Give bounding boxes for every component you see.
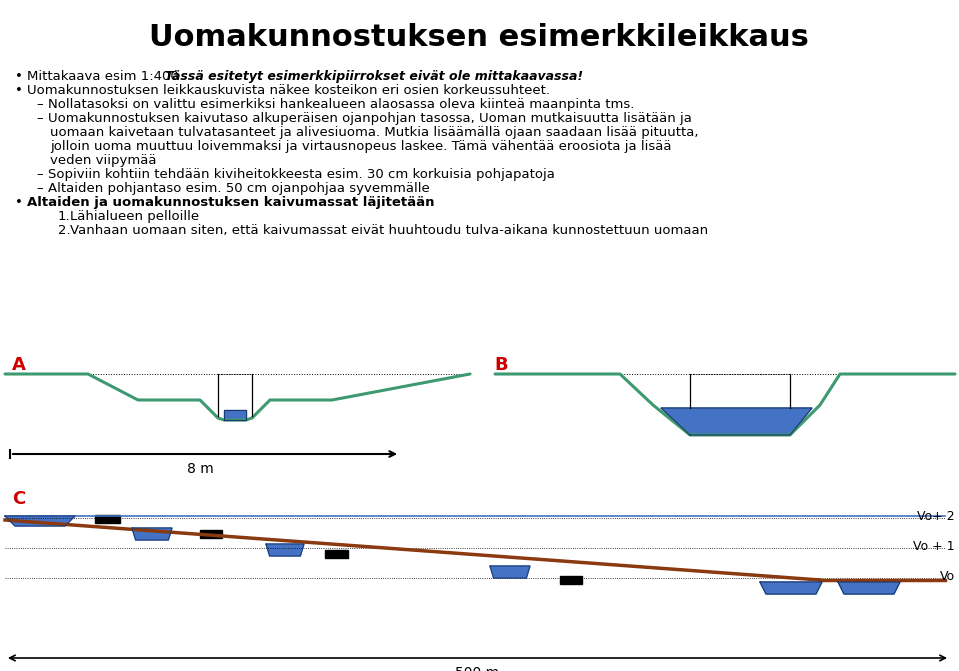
Text: Lähialueen pelloille: Lähialueen pelloille bbox=[70, 210, 199, 223]
Text: Uomakunnostuksen kaivutaso alkuperäisen ojanpohjan tasossa, Uoman mutkaisuutta l: Uomakunnostuksen kaivutaso alkuperäisen … bbox=[48, 112, 691, 125]
Text: Vanhaan uomaan siten, että kaivumassat eivät huuhtoudu tulva-aikana kunnostettuu: Vanhaan uomaan siten, että kaivumassat e… bbox=[70, 224, 708, 237]
Text: 500 m: 500 m bbox=[455, 666, 499, 671]
Text: 1.: 1. bbox=[58, 210, 71, 223]
Text: C: C bbox=[12, 490, 25, 508]
Text: Altaiden ja uomakunnostuksen kaivumassat läjitetään: Altaiden ja uomakunnostuksen kaivumassat… bbox=[27, 196, 434, 209]
Text: Altaiden pohjantaso esim. 50 cm ojanpohjaa syvemmälle: Altaiden pohjantaso esim. 50 cm ojanpohj… bbox=[48, 182, 430, 195]
Polygon shape bbox=[560, 576, 582, 584]
Text: Vo+ 2: Vo+ 2 bbox=[918, 509, 955, 523]
Polygon shape bbox=[266, 544, 304, 556]
Polygon shape bbox=[325, 550, 348, 558]
Text: veden viipymää: veden viipymää bbox=[50, 154, 156, 167]
Polygon shape bbox=[5, 516, 75, 526]
Text: –: – bbox=[36, 182, 42, 195]
Text: Vo: Vo bbox=[940, 570, 955, 582]
Polygon shape bbox=[760, 582, 822, 594]
Polygon shape bbox=[132, 528, 172, 540]
Polygon shape bbox=[661, 408, 812, 435]
Text: –: – bbox=[36, 168, 42, 181]
Text: •: • bbox=[15, 196, 23, 209]
Text: jolloin uoma muuttuu loivemmaksi ja virtausnopeus laskee. Tämä vähentää eroosiot: jolloin uoma muuttuu loivemmaksi ja virt… bbox=[50, 140, 671, 153]
Text: 2.: 2. bbox=[58, 224, 71, 237]
Text: uomaan kaivetaan tulvatasanteet ja alivesiuoma. Mutkia lisäämällä ojaan saadaan : uomaan kaivetaan tulvatasanteet ja alive… bbox=[50, 126, 698, 139]
Text: Nollatasoksi on valittu esimerkiksi hankealueen alaosassa oleva kiinteä maanpint: Nollatasoksi on valittu esimerkiksi hank… bbox=[48, 98, 634, 111]
Polygon shape bbox=[200, 530, 222, 538]
Text: Vo + 1: Vo + 1 bbox=[913, 539, 955, 552]
Polygon shape bbox=[95, 515, 120, 523]
Polygon shape bbox=[224, 410, 246, 420]
Text: •: • bbox=[15, 70, 23, 83]
Polygon shape bbox=[838, 582, 900, 594]
Text: 8 m: 8 m bbox=[187, 462, 213, 476]
Text: Mittakaava esim 1:400: Mittakaava esim 1:400 bbox=[27, 70, 187, 83]
Text: •: • bbox=[15, 84, 23, 97]
Text: Tässä esitetyt esimerkkipiirrokset eivät ole mittakaavassa!: Tässä esitetyt esimerkkipiirrokset eivät… bbox=[165, 70, 583, 83]
Text: A: A bbox=[12, 356, 26, 374]
Text: B: B bbox=[494, 356, 507, 374]
Text: Uomakunnostuksen esimerkkileikkaus: Uomakunnostuksen esimerkkileikkaus bbox=[149, 23, 809, 52]
Polygon shape bbox=[490, 566, 530, 578]
Text: Uomakunnostuksen leikkauskuvista näkee kosteikon eri osien korkeussuhteet.: Uomakunnostuksen leikkauskuvista näkee k… bbox=[27, 84, 550, 97]
Text: Sopiviin kohtiin tehdään kiviheitokkeesta esim. 30 cm korkuisia pohjapatoja: Sopiviin kohtiin tehdään kiviheitokkeest… bbox=[48, 168, 555, 181]
Text: –: – bbox=[36, 98, 42, 111]
Text: –: – bbox=[36, 112, 42, 125]
